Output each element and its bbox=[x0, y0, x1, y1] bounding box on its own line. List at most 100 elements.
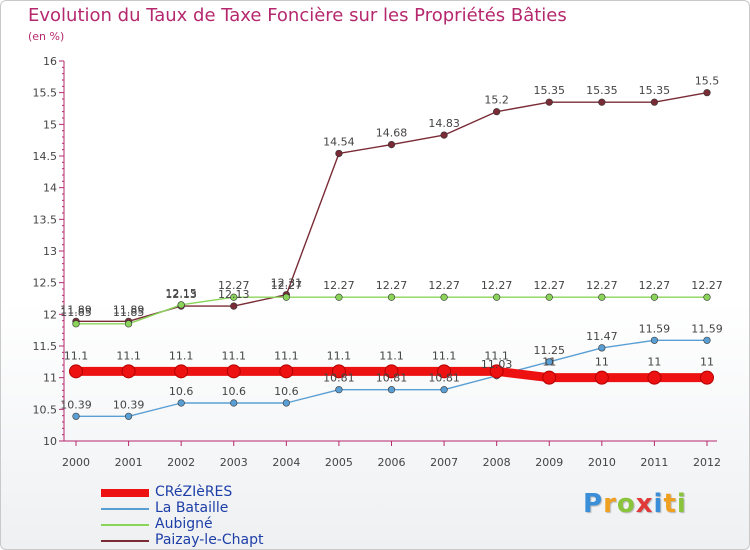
proxiti-logo: Proxiti bbox=[583, 489, 687, 519]
data-label: 12.27 bbox=[323, 279, 355, 292]
data-label: 11.1 bbox=[222, 349, 247, 362]
data-point bbox=[279, 364, 294, 379]
logo-letter: o bbox=[616, 489, 636, 519]
x-tick-label: 2009 bbox=[535, 456, 563, 469]
data-label: 12.31 bbox=[271, 277, 303, 290]
data-point bbox=[230, 399, 238, 407]
legend-swatch bbox=[101, 508, 149, 510]
data-point bbox=[387, 141, 396, 149]
y-tick-label: 13 bbox=[43, 245, 57, 258]
logo-letter: i bbox=[653, 489, 664, 519]
y-tick-label: 16 bbox=[43, 55, 57, 68]
logo-letter: P bbox=[583, 489, 604, 519]
data-label: 10.81 bbox=[376, 372, 408, 385]
data-label: 10.6 bbox=[222, 385, 247, 398]
y-tick-label: 10.5 bbox=[33, 403, 58, 416]
data-point bbox=[124, 320, 133, 328]
data-point bbox=[440, 293, 448, 301]
y-tick-label: 11.5 bbox=[33, 340, 58, 353]
data-label: 15.2 bbox=[484, 94, 509, 107]
data-point bbox=[69, 364, 83, 379]
data-label: 11.59 bbox=[639, 322, 671, 335]
x-tick-label: 2005 bbox=[325, 456, 353, 469]
data-label: 12.27 bbox=[376, 279, 408, 292]
data-point bbox=[545, 358, 553, 366]
data-point bbox=[124, 412, 133, 420]
data-point bbox=[440, 131, 448, 139]
data-label: 11.1 bbox=[432, 349, 457, 362]
data-point bbox=[647, 370, 662, 385]
x-tick-label: 2011 bbox=[640, 456, 668, 469]
data-label: 11.1 bbox=[327, 349, 352, 362]
data-label: 11.89 bbox=[60, 303, 92, 316]
x-tick-label: 2004 bbox=[272, 456, 300, 469]
data-label: 10.39 bbox=[113, 398, 145, 411]
data-point bbox=[598, 293, 606, 301]
legend-swatch bbox=[101, 489, 149, 497]
data-label: 11 bbox=[647, 356, 661, 369]
x-tick-label: 2001 bbox=[115, 456, 143, 469]
data-point bbox=[650, 293, 659, 301]
data-label: 12.15 bbox=[165, 287, 197, 300]
data-label: 11.1 bbox=[484, 349, 509, 362]
data-point bbox=[650, 98, 659, 106]
legend-label: Paizay-le-Chapt bbox=[155, 532, 264, 548]
legend-label: Aubigné bbox=[155, 516, 213, 532]
y-tick-label: 13.5 bbox=[33, 213, 58, 226]
data-label: 11 bbox=[595, 356, 609, 369]
data-point bbox=[440, 386, 448, 394]
data-point bbox=[545, 293, 553, 301]
data-label: 10.81 bbox=[428, 372, 460, 385]
legend-label: La Bataille bbox=[155, 500, 229, 516]
data-point bbox=[700, 370, 714, 385]
y-tick-label: 15 bbox=[43, 118, 57, 131]
y-tick-label: 14.5 bbox=[33, 150, 58, 163]
data-point bbox=[230, 293, 238, 301]
data-point bbox=[437, 364, 452, 379]
data-label: 11.03 bbox=[481, 358, 513, 371]
data-label: 12.13 bbox=[165, 288, 197, 301]
data-point bbox=[177, 301, 185, 309]
chart-unit-label: (en %) bbox=[28, 30, 65, 43]
data-point bbox=[282, 293, 290, 301]
data-label: 12.27 bbox=[428, 279, 460, 292]
data-point bbox=[331, 364, 346, 379]
logo-letter: t bbox=[663, 489, 677, 519]
y-tick-label: 14 bbox=[43, 182, 57, 195]
data-point bbox=[493, 108, 501, 116]
data-point bbox=[489, 364, 504, 379]
data-label: 15.35 bbox=[639, 84, 671, 97]
data-point bbox=[384, 364, 399, 379]
data-label: 12.27 bbox=[271, 279, 303, 292]
data-label: 11 bbox=[700, 356, 714, 369]
data-point bbox=[598, 98, 606, 106]
legend-swatch bbox=[101, 540, 149, 542]
series-line bbox=[76, 296, 707, 325]
x-tick-label: 2012 bbox=[693, 456, 721, 469]
data-point bbox=[177, 399, 185, 407]
data-point bbox=[387, 386, 396, 394]
x-tick-label: 2010 bbox=[588, 456, 616, 469]
data-label: 12.27 bbox=[639, 279, 671, 292]
data-point bbox=[703, 89, 711, 97]
data-label: 12.27 bbox=[481, 279, 513, 292]
data-label: 11.1 bbox=[274, 349, 299, 362]
data-label: 15.5 bbox=[695, 75, 720, 88]
data-label: 11 bbox=[542, 356, 556, 369]
data-label: 12.13 bbox=[218, 288, 250, 301]
legend-label: CRéZIèRES bbox=[155, 484, 233, 500]
data-label: 12.27 bbox=[218, 279, 250, 292]
x-tick-label: 2003 bbox=[220, 456, 248, 469]
x-tick-label: 2006 bbox=[378, 456, 406, 469]
data-label: 14.68 bbox=[376, 127, 408, 140]
data-label: 10.39 bbox=[60, 398, 92, 411]
data-point bbox=[121, 364, 136, 379]
data-point bbox=[72, 320, 80, 328]
data-label: 15.35 bbox=[534, 84, 566, 97]
data-point bbox=[493, 293, 501, 301]
data-label: 11.85 bbox=[60, 306, 92, 319]
data-label: 11.59 bbox=[691, 322, 723, 335]
x-tick-label: 2002 bbox=[167, 456, 195, 469]
data-point bbox=[282, 399, 290, 407]
